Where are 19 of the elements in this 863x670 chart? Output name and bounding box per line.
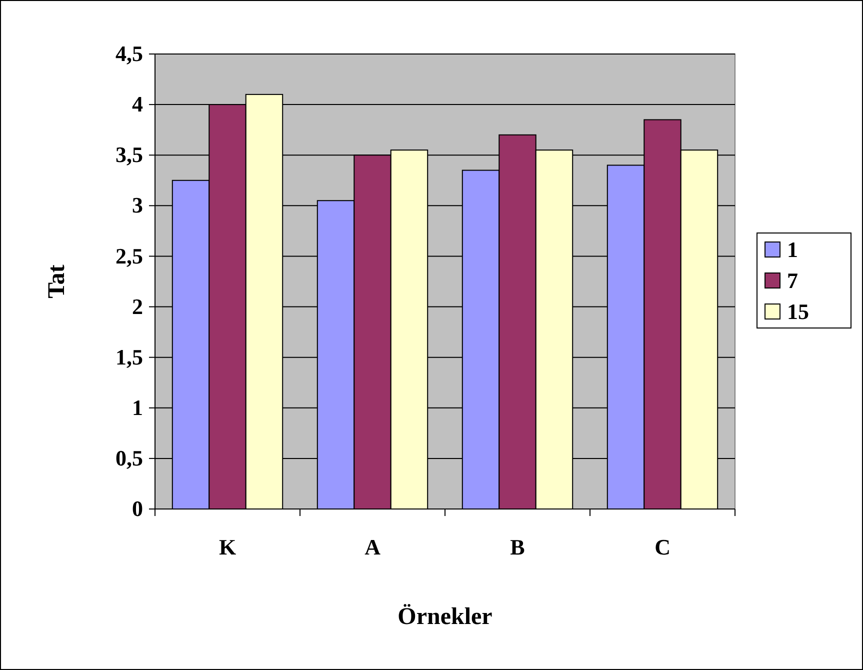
y-tick-label: 1,5 — [116, 344, 143, 370]
y-tick-label: 4,5 — [116, 41, 143, 66]
y-tick-label: 2,5 — [116, 243, 143, 268]
y-axis-title: Tat — [44, 264, 70, 298]
y-tick-label: 4 — [132, 92, 143, 117]
legend-label: 15 — [787, 299, 809, 324]
x-tick-label: A — [364, 534, 381, 560]
x-tick-label: K — [218, 534, 236, 560]
y-tick-label: 3,5 — [116, 142, 143, 168]
y-tick-label: 0,5 — [116, 445, 143, 470]
x-axis-title: Örnekler — [398, 604, 493, 630]
y-tick-label: 0 — [132, 496, 143, 522]
legend-label: 7 — [787, 268, 798, 293]
y-tick-label: 3 — [132, 192, 143, 218]
y-tick-label: 1 — [132, 394, 143, 420]
x-tick-label: C — [654, 534, 670, 560]
x-tick-label: B — [510, 534, 526, 560]
legend-label: 1 — [787, 237, 798, 262]
y-tick-label: 2 — [132, 294, 143, 319]
